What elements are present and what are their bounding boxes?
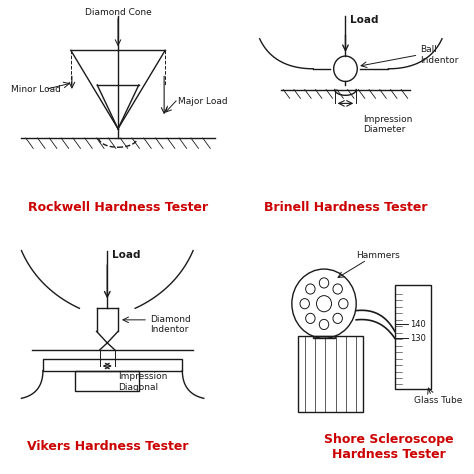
Text: 130: 130 (410, 334, 426, 343)
Text: Load: Load (111, 250, 140, 260)
Text: Diamond
Indentor: Diamond Indentor (150, 315, 191, 334)
Bar (313, 336, 335, 338)
Bar (43, 359, 182, 371)
Text: Hammers: Hammers (356, 251, 400, 260)
Text: Impression
Diagonal: Impression Diagonal (118, 373, 167, 392)
Bar (298, 336, 363, 412)
Bar (75, 371, 139, 392)
Text: Glass Tube: Glass Tube (413, 396, 462, 405)
Text: Vikers Hardness Tester: Vikers Hardness Tester (27, 440, 188, 453)
Text: Shore Scleroscope
Hardness Tester: Shore Scleroscope Hardness Tester (324, 433, 453, 461)
Text: Minor Load: Minor Load (11, 85, 61, 94)
Text: Major Load: Major Load (178, 97, 228, 106)
Text: Impression
Diameter: Impression Diameter (363, 115, 412, 134)
Bar (395, 285, 431, 389)
Text: Rockwell Hardness Tester: Rockwell Hardness Tester (28, 201, 208, 214)
Text: Diamond Cone: Diamond Cone (85, 8, 151, 17)
Text: Load: Load (350, 15, 378, 25)
Text: 140: 140 (410, 320, 426, 329)
Text: Ball
Indentor: Ball Indentor (420, 45, 459, 64)
Text: Brinell Hardness Tester: Brinell Hardness Tester (264, 201, 427, 214)
